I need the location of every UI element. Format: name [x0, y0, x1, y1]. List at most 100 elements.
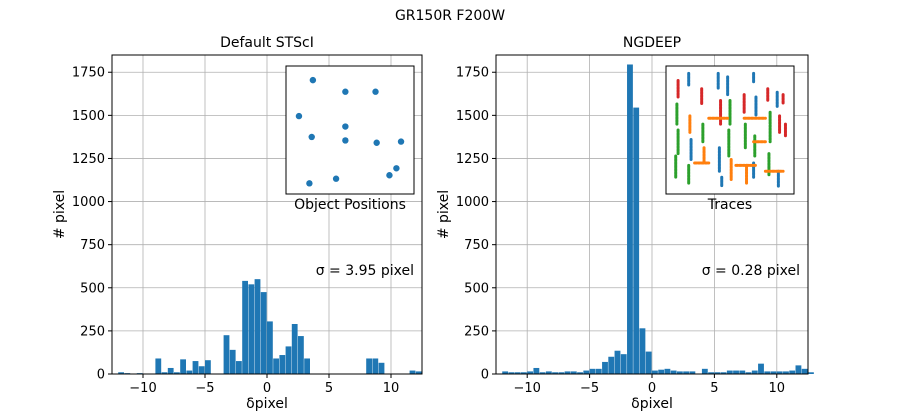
histogram-bar: [205, 360, 211, 374]
histogram-bar: [664, 368, 671, 374]
histogram-bar: [254, 279, 261, 374]
object-position-point: [342, 123, 349, 130]
histogram-bar: [285, 346, 292, 374]
y-tick-label: 1750: [456, 66, 489, 81]
object-position-point: [342, 88, 349, 95]
histogram-bar: [720, 372, 727, 374]
object-position-point: [373, 139, 380, 146]
histogram-bar: [118, 372, 124, 374]
y-tick-label: 500: [80, 281, 105, 296]
y-axis-label: # pixel: [52, 190, 68, 239]
histogram-bar: [620, 354, 627, 374]
histogram-bar: [186, 370, 193, 374]
y-tick-label: 750: [464, 238, 489, 253]
y-tick-label: 0: [97, 368, 105, 383]
histogram-bar: [174, 372, 180, 374]
histogram-bar: [751, 370, 758, 374]
histogram-bar: [645, 351, 652, 374]
panel-ngdeep: −10 −5 0 5 10 0 250 500 750 1000 1250 1500 1750 NGDEE…: [436, 35, 814, 412]
histogram-bar: [527, 371, 534, 374]
histogram-bar: [627, 64, 633, 375]
x-tick-label: 0: [648, 381, 656, 396]
histogram-bar: [633, 107, 640, 374]
x-tick-label: −10: [129, 381, 156, 396]
histogram-bar: [267, 321, 273, 374]
histogram-bar: [570, 371, 577, 374]
histogram-bar: [409, 370, 416, 374]
histogram-bar: [558, 372, 565, 374]
histogram-bar: [366, 358, 372, 374]
histogram-bar: [514, 372, 521, 374]
x-axis-label: δpixel: [246, 396, 288, 412]
histogram-bar: [291, 323, 298, 374]
histogram-bar: [552, 372, 558, 374]
histogram-bar: [801, 368, 808, 374]
y-tick-label: 1500: [456, 109, 489, 124]
histogram-bar: [614, 350, 621, 374]
y-tick-label: 0: [481, 368, 489, 383]
histogram-bar: [198, 366, 205, 374]
histogram-bar: [520, 372, 527, 374]
y-tick-label: 1000: [456, 195, 489, 210]
histogram-bar: [689, 371, 696, 374]
histogram-bar: [180, 359, 186, 374]
histogram-bar: [229, 349, 236, 374]
x-tick-label: 0: [263, 381, 271, 396]
histogram-bar: [589, 368, 596, 374]
x-tick-label: −5: [195, 381, 214, 396]
histogram-bar: [745, 372, 752, 374]
histogram-bar: [670, 370, 677, 374]
panel-default-stsci: −10 −5 0 5 10 0 250 500 750 1000 1250 1500 1750 Defau…: [52, 35, 423, 412]
histogram-bar: [236, 361, 242, 374]
object-position-point: [308, 133, 315, 141]
y-tick-label: 1500: [72, 109, 105, 124]
x-tick-label: 5: [710, 381, 718, 396]
histogram-bar: [652, 370, 658, 374]
histogram-bar: [378, 362, 385, 374]
histogram-bar: [770, 371, 777, 374]
histogram-bar: [273, 358, 279, 374]
histogram-bar: [758, 363, 764, 374]
histogram-bar: [577, 372, 583, 374]
histogram-bar: [223, 335, 230, 374]
x-tick-label: 5: [325, 381, 333, 396]
histogram-bar: [298, 336, 304, 374]
y-tick-label: 250: [464, 324, 489, 339]
inset-label: Object Positions: [294, 197, 406, 213]
object-position-point: [372, 88, 379, 95]
histogram-bar: [683, 371, 690, 374]
panel-title: NGDEEP: [623, 35, 681, 51]
x-tick-label: −5: [580, 381, 599, 396]
histogram-bar: [533, 367, 540, 374]
x-axis-label: δpixel: [631, 396, 673, 412]
histogram-bar: [583, 370, 590, 374]
histogram-bar: [602, 361, 608, 374]
histogram-bar: [502, 371, 509, 374]
histogram-bar: [733, 370, 739, 374]
object-position-point: [332, 175, 340, 182]
histogram-bar: [764, 371, 771, 374]
y-tick-label: 1250: [72, 152, 105, 167]
figure-suptitle: GR150R F200W: [395, 8, 505, 24]
histogram-bar: [726, 370, 733, 374]
sigma-annotation: σ = 3.95 pixel: [316, 263, 414, 279]
x-tick-label: 10: [383, 381, 400, 396]
histogram-bar: [248, 284, 255, 374]
object-position-point: [342, 137, 349, 144]
histogram-bar: [639, 328, 646, 374]
histogram-bar: [776, 371, 783, 374]
histogram-bar: [508, 372, 515, 374]
histogram-bar: [564, 371, 571, 374]
histogram-bar: [545, 371, 552, 374]
histogram-bar: [739, 370, 746, 374]
y-axis-label: # pixel: [436, 190, 452, 239]
histogram-bar: [539, 372, 546, 374]
histogram-bar: [415, 371, 422, 374]
histogram-bar: [808, 372, 814, 374]
object-position-point: [306, 180, 313, 187]
histogram-bar: [372, 358, 379, 374]
histogram-bar: [676, 371, 683, 374]
histogram-bar: [161, 372, 168, 374]
inset-label: Traces: [707, 197, 752, 213]
